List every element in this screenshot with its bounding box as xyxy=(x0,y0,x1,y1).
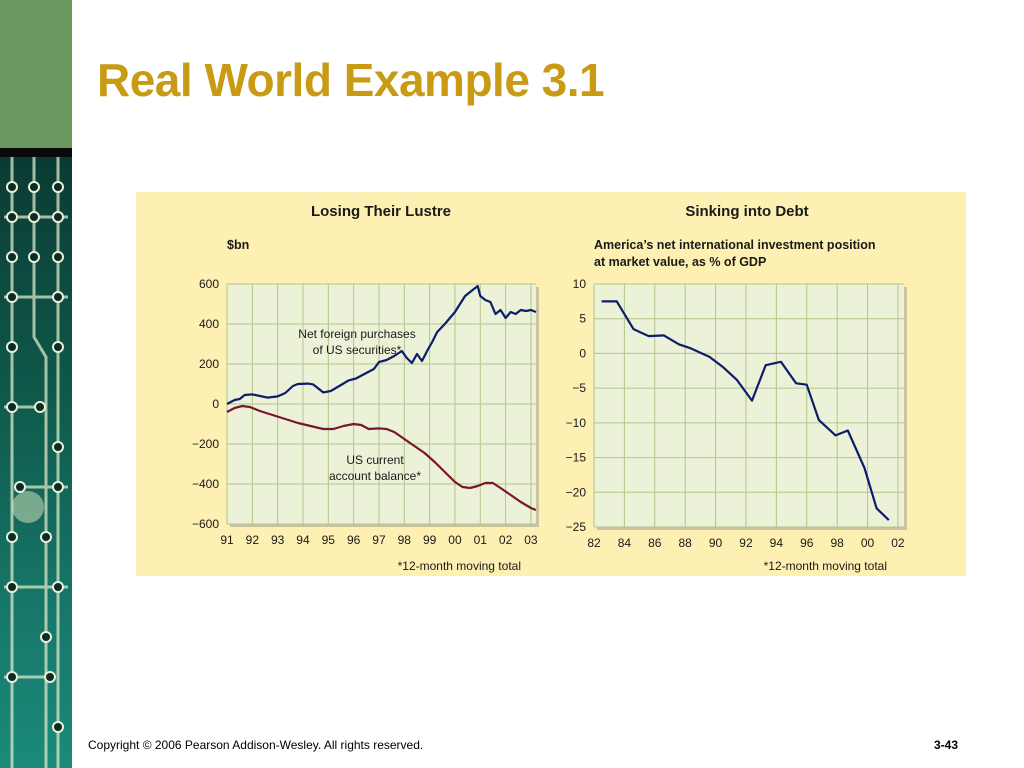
left-chart-title: Losing Their Lustre xyxy=(311,203,451,220)
right-ytick-label: 0 xyxy=(579,346,586,360)
right-xtick-label: 90 xyxy=(709,536,723,550)
page-number: 3-43 xyxy=(934,738,959,752)
left-ytick-label: −600 xyxy=(192,517,219,531)
left-chart-footnote: *12-month moving total xyxy=(398,559,521,573)
left-xtick-label: 98 xyxy=(398,533,412,547)
right-ytick-label: −25 xyxy=(566,520,587,534)
left-xtick-label: 00 xyxy=(448,533,462,547)
right-xtick-label: 92 xyxy=(739,536,753,550)
left-series-line-2 xyxy=(226,404,537,512)
right-chart-subtitle-line-1: America’s net international investment p… xyxy=(594,238,876,252)
left-ytick-label: −200 xyxy=(192,437,219,451)
right-ytick-label: 5 xyxy=(579,312,586,326)
left-xtick-label: 02 xyxy=(499,533,513,547)
left-xtick-label: 91 xyxy=(220,533,234,547)
right-xtick-label: 98 xyxy=(830,536,844,550)
left-chart-ylabel: $bn xyxy=(227,238,249,252)
sidebar-accent xyxy=(0,0,72,148)
left-xtick-label: 93 xyxy=(271,533,285,547)
right-ytick-label: −5 xyxy=(572,381,586,395)
left-series-line-1 xyxy=(226,284,537,405)
right-xtick-label: 94 xyxy=(770,536,784,550)
left-xtick-label: 94 xyxy=(296,533,310,547)
right-xtick-label: 00 xyxy=(861,536,875,550)
left-xtick-label: 01 xyxy=(474,533,488,547)
left-xtick-label: 99 xyxy=(423,533,437,547)
right-xtick-label: 86 xyxy=(648,536,662,550)
right-ytick-label: −15 xyxy=(566,451,587,465)
left-ytick-label: 200 xyxy=(199,357,219,371)
left-xtick-label: 03 xyxy=(524,533,538,547)
left-xtick-label: 97 xyxy=(372,533,386,547)
left-ytick-label: 0 xyxy=(212,397,219,411)
slide-title: Real World Example 3.1 xyxy=(97,54,605,106)
right-chart-title: Sinking into Debt xyxy=(685,203,808,220)
right-ytick-label: −10 xyxy=(566,416,587,430)
right-xtick-label: 88 xyxy=(678,536,692,550)
left-xtick-label: 95 xyxy=(322,533,336,547)
right-chart-footnote: *12-month moving total xyxy=(764,559,887,573)
left-annotation-1: of US securities* xyxy=(313,343,402,357)
left-ytick-label: 400 xyxy=(199,317,219,331)
right-xtick-label: 84 xyxy=(618,536,632,550)
left-annotation-2: US current xyxy=(346,453,404,467)
right-ytick-label: −20 xyxy=(566,485,587,499)
right-xtick-label: 02 xyxy=(891,536,905,550)
footer-copyright: Copyright © 2006 Pearson Addison-Wesley.… xyxy=(88,738,424,752)
charts-figure: Losing Their Lustre $bn *12-month moving… xyxy=(192,203,907,573)
left-annotation-2: account balance* xyxy=(329,469,421,483)
left-xtick-label: 92 xyxy=(246,533,260,547)
sidebar-divider xyxy=(0,148,72,157)
right-xtick-label: 96 xyxy=(800,536,814,550)
left-xtick-label: 96 xyxy=(347,533,361,547)
right-series-line-1 xyxy=(601,300,890,521)
right-xtick-label: 82 xyxy=(587,536,601,550)
right-chart-subtitle-line-2: at market value, as % of GDP xyxy=(594,255,766,269)
left-annotation-1: Net foreign purchases xyxy=(298,327,415,341)
right-plot-area xyxy=(594,284,904,527)
left-ytick-label: 600 xyxy=(199,277,219,291)
figure-panel: Losing Their Lustre $bn *12-month moving… xyxy=(136,192,966,576)
right-ytick-label: 10 xyxy=(573,277,587,291)
circuit-board-decoration xyxy=(0,157,72,768)
left-ytick-label: −400 xyxy=(192,477,219,491)
